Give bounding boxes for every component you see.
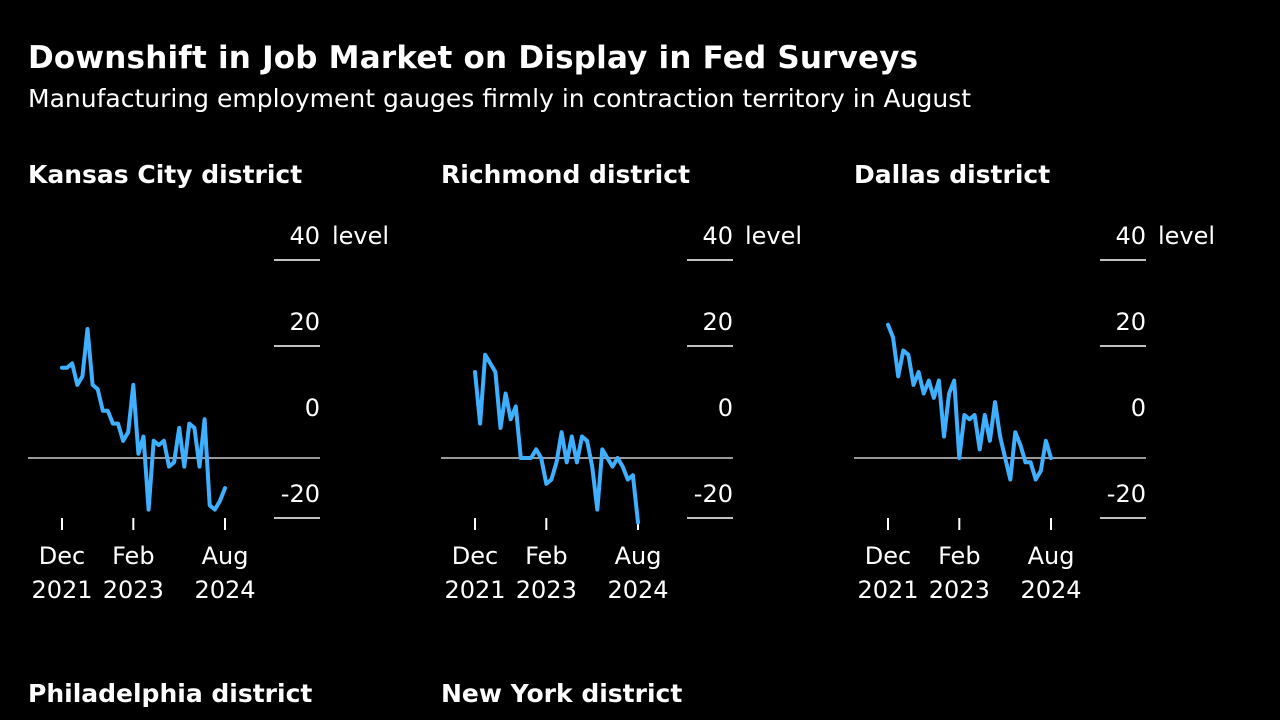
y-unit-label: level	[332, 222, 389, 250]
x-tick-label-month: Aug	[1028, 542, 1075, 570]
panel-title-dallas: Dallas district	[854, 160, 1051, 189]
y-tick-label: 0	[305, 394, 320, 422]
x-tick-label-month: Dec	[39, 542, 85, 570]
x-tick-label-month: Feb	[112, 542, 155, 570]
x-tick-label-month: Feb	[525, 542, 568, 570]
x-tick-label-month: Aug	[615, 542, 662, 570]
x-tick-label-year: 2024	[1020, 576, 1081, 604]
x-tick-label-year: 2024	[194, 576, 255, 604]
y-tick-label: -20	[694, 480, 733, 508]
x-tick-label-year: 2021	[31, 576, 92, 604]
y-tick-label: 20	[1115, 308, 1146, 336]
x-tick-label-year: 2023	[929, 576, 990, 604]
x-tick-label-month: Feb	[938, 542, 981, 570]
y-tick-label: -20	[1107, 480, 1146, 508]
x-tick-label-month: Aug	[202, 542, 249, 570]
y-tick-label: 20	[289, 308, 320, 336]
x-tick-label-month: Dec	[865, 542, 911, 570]
y-tick-label: 0	[1131, 394, 1146, 422]
x-tick-label-year: 2024	[607, 576, 668, 604]
y-unit-label: level	[1158, 222, 1215, 250]
x-tick-label-month: Dec	[452, 542, 498, 570]
x-tick-label-year: 2021	[857, 576, 918, 604]
y-tick-label: 40	[289, 222, 320, 250]
y-tick-label: -20	[281, 480, 320, 508]
y-tick-label: 20	[702, 308, 733, 336]
x-tick-label-year: 2023	[103, 576, 164, 604]
chart-subtitle: Manufacturing employment gauges firmly i…	[28, 84, 972, 113]
series-line	[60, 327, 227, 512]
x-tick-label-year: 2023	[516, 576, 577, 604]
chart-title: Downshift in Job Market on Display in Fe…	[28, 40, 919, 76]
series-line	[473, 352, 640, 525]
panel-title-kansas-city: Kansas City district	[28, 160, 303, 189]
y-tick-label: 40	[702, 222, 733, 250]
series-line	[886, 322, 1053, 482]
panel-title-philadelphia: Philadelphia district	[28, 679, 313, 708]
y-tick-label: 40	[1115, 222, 1146, 250]
panel-title-new-york: New York district	[441, 679, 683, 708]
y-unit-label: level	[745, 222, 802, 250]
panel-title-richmond: Richmond district	[441, 160, 691, 189]
y-tick-label: 0	[718, 394, 733, 422]
x-tick-label-year: 2021	[444, 576, 505, 604]
